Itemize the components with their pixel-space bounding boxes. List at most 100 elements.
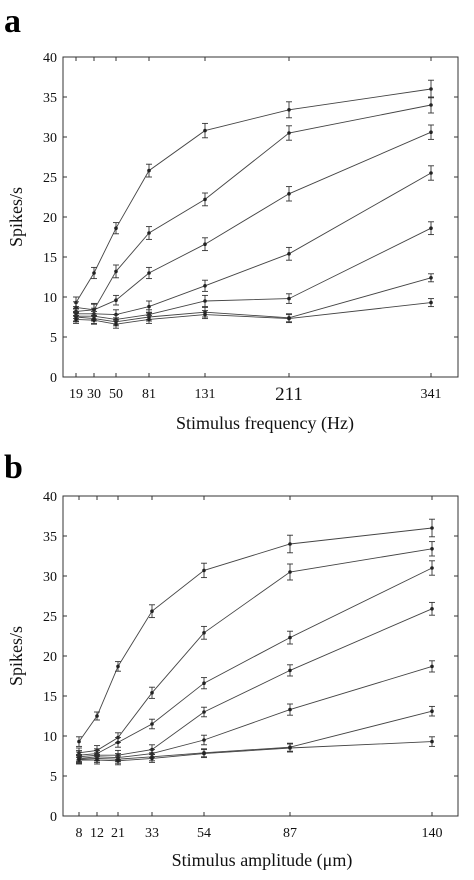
series-line-a-1: [75, 88, 432, 303]
data-point: [287, 252, 291, 256]
data-point: [287, 131, 291, 135]
x-tick-label-b: 33: [145, 826, 159, 841]
y-tick-label-b: 5: [50, 770, 57, 785]
data-point: [114, 269, 118, 274]
data-point: [95, 714, 99, 718]
data-point: [288, 542, 292, 546]
x-tick-label-b: 8: [76, 826, 83, 841]
y-tick-label-b: 10: [43, 730, 57, 745]
series-line-a-3: [75, 131, 432, 312]
data-point: [430, 566, 434, 570]
x-tick-label-b: 140: [422, 826, 443, 841]
y-axis-title-a: Spikes/s: [6, 187, 26, 247]
data-point: [430, 547, 434, 551]
y-tick-label-a: 15: [43, 251, 57, 266]
data-point: [147, 317, 151, 322]
data-point: [287, 316, 291, 321]
data-point: [429, 87, 433, 91]
x-tick-label-a: 211: [275, 384, 303, 405]
y-tick-label-b: 15: [43, 690, 57, 705]
data-point: [429, 130, 433, 134]
data-point: [203, 299, 207, 303]
series-line-a-5: [76, 227, 432, 320]
x-tick-label-a: 81: [142, 387, 156, 402]
data-point: [288, 635, 292, 640]
data-point: [74, 317, 78, 322]
data-point: [430, 664, 434, 669]
data-point: [116, 664, 120, 669]
axes-b: 0 5 10 15 20 25 30 35 40 8 12 21 33 54 87 140: [43, 490, 458, 841]
series-line-a-2: [75, 104, 432, 311]
data-point: [288, 746, 292, 750]
data-point: [203, 284, 207, 288]
panel-letter-a: a: [4, 3, 21, 40]
data-point: [114, 298, 118, 303]
data-point: [202, 568, 206, 573]
x-tick-label-a: 50: [109, 387, 123, 402]
data-point: [429, 171, 433, 175]
data-point: [287, 108, 291, 112]
data-a: [73, 79, 434, 329]
panel-letter-b: b: [4, 449, 23, 486]
data-point: [150, 756, 154, 761]
data-point: [203, 242, 207, 246]
y-tick-label-b: 25: [43, 610, 57, 625]
y-tick-label-a: 25: [43, 171, 57, 186]
x-tick-label-a: 30: [87, 387, 101, 402]
data-point: [150, 691, 154, 695]
x-tick-label-b: 21: [111, 826, 125, 841]
data-point: [114, 226, 118, 230]
data-point: [147, 168, 151, 173]
data-point: [116, 740, 120, 745]
data-point: [92, 271, 96, 275]
x-tick-label-b: 87: [283, 826, 297, 841]
plot-frame-b: [62, 495, 459, 817]
series-line-b-5: [78, 665, 433, 759]
data-point: [92, 318, 96, 323]
data-point: [429, 276, 433, 280]
data-point: [150, 722, 154, 726]
y-tick-label-a: 35: [43, 91, 57, 106]
y-tick-label-b: 40: [43, 490, 57, 505]
data-point: [116, 759, 120, 763]
y-tick-label-a: 10: [43, 291, 57, 306]
data-point: [77, 739, 81, 744]
y-tick-label-b: 30: [43, 570, 57, 585]
y-tick-label-a: 0: [50, 371, 57, 386]
series-line-b-1: [78, 527, 433, 742]
data-point: [430, 607, 434, 611]
data-point: [430, 709, 434, 713]
data-point: [288, 707, 292, 712]
x-axis-title-b: Stimulus amplitude (μm): [172, 850, 353, 871]
data-point: [430, 739, 434, 744]
data-point: [288, 668, 292, 673]
data-point: [203, 197, 207, 202]
data-point: [287, 296, 291, 301]
y-tick-label-a: 5: [50, 331, 57, 346]
x-tick-label-a: 19: [69, 387, 83, 402]
y-tick-label-a: 20: [43, 211, 57, 226]
data-point: [202, 681, 206, 685]
data-point: [429, 300, 433, 305]
series-line-a-7: [75, 302, 432, 325]
data-point: [95, 758, 99, 762]
panel-b: b 0 5 10 15 20 25 30 35 40 8 12 21 33 54 87 140 Stimulu…: [4, 449, 459, 871]
data-point: [114, 322, 118, 327]
y-tick-label-b: 35: [43, 530, 57, 545]
y-tick-label-a: 30: [43, 131, 57, 146]
x-tick-label-a: 131: [195, 387, 216, 402]
data-point: [430, 526, 434, 530]
data-point: [288, 570, 292, 574]
data-point: [202, 751, 206, 756]
data-point: [147, 231, 151, 235]
x-axis-title-a: Stimulus frequency (Hz): [176, 413, 354, 434]
series-line-a-4: [76, 172, 432, 316]
panel-a: a 0 5 10 15 20 25 30 35 40 19 30 50 81 131 211 341 Stim…: [4, 3, 459, 434]
data-point: [287, 192, 291, 196]
axes-a: 0 5 10 15 20 25 30 35 40 19 30 50 81 131 211 341: [43, 51, 458, 405]
data-point: [202, 631, 206, 635]
data-point: [202, 738, 206, 742]
data-point: [147, 304, 151, 309]
y-tick-label-b: 20: [43, 650, 57, 665]
